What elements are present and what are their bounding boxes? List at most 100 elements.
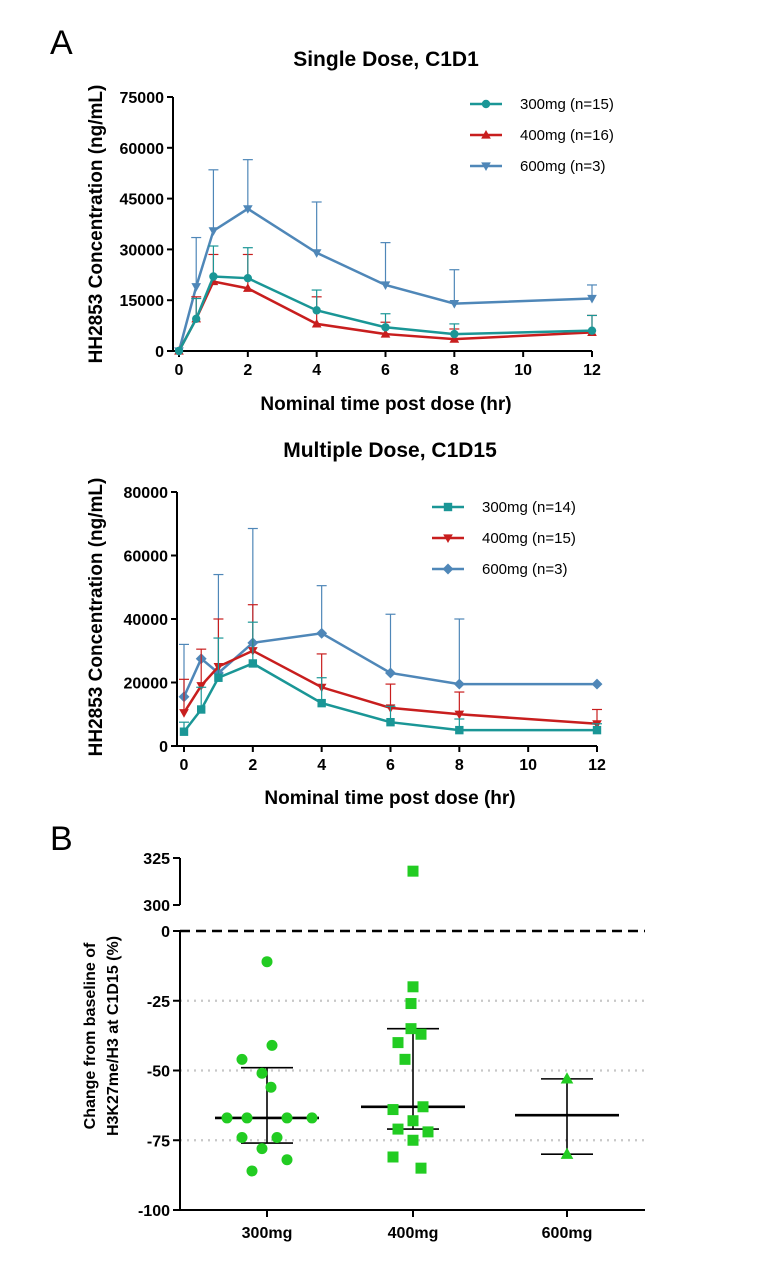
legend-marker xyxy=(442,563,454,575)
panel-label-b: B xyxy=(50,820,73,858)
data-point xyxy=(386,717,395,727)
legend-entry: 400mg (n=16) xyxy=(520,127,614,144)
data-point xyxy=(422,1126,434,1138)
data-point xyxy=(417,1101,429,1113)
category-label: 600mg xyxy=(542,1225,593,1242)
category-label: 400mg xyxy=(388,1225,439,1242)
data-point xyxy=(243,273,253,283)
group-400mg xyxy=(361,865,465,1174)
data-point xyxy=(405,1023,417,1035)
data-point xyxy=(266,1039,278,1051)
x-tick-label: 6 xyxy=(386,757,395,774)
x-tick-label: 2 xyxy=(248,757,257,774)
x-tick-label: 8 xyxy=(455,757,464,774)
data-point xyxy=(407,1115,419,1127)
chart-title: Single Dose, C1D1 xyxy=(293,48,479,71)
data-point xyxy=(380,281,391,290)
data-point xyxy=(560,1147,574,1159)
data-point xyxy=(399,1053,411,1065)
y-axis-label-line-1: Change from baseline of xyxy=(82,942,99,1129)
multiple-dose-chart: Multiple Dose, C1D15 Nominal time post d… xyxy=(86,439,606,809)
y-tick-label: 75000 xyxy=(120,90,165,107)
data-point xyxy=(208,227,219,236)
data-point xyxy=(392,1123,404,1135)
data-point xyxy=(214,673,223,682)
series xyxy=(178,527,603,703)
data-point xyxy=(243,205,253,214)
data-point xyxy=(236,1053,248,1065)
series-line xyxy=(177,207,593,352)
data-point xyxy=(381,323,390,332)
data-point xyxy=(453,678,465,690)
y-axis-label-line-2: H3K27me/H3 at C1D15 (%) xyxy=(105,936,122,1136)
x-tick-label: 0 xyxy=(180,757,189,774)
y-tick-label: 45000 xyxy=(120,192,165,209)
legend-marker xyxy=(481,129,491,139)
y-axis-label: HH2853 Concentration (ng/mL) xyxy=(86,85,107,364)
x-tick-label: 6 xyxy=(381,362,390,379)
data-point xyxy=(407,865,419,877)
data-point xyxy=(179,727,189,736)
data-point xyxy=(221,1112,233,1124)
data-point xyxy=(281,1112,293,1124)
y-tick-label: 325 xyxy=(143,851,170,868)
y-tick-label: 20000 xyxy=(124,676,169,693)
data-point xyxy=(243,283,253,292)
y-tick-label: 0 xyxy=(159,739,168,756)
data-point xyxy=(179,709,189,718)
legend-marker xyxy=(481,99,491,109)
y-tick-label: 60000 xyxy=(120,141,165,158)
series-line xyxy=(177,275,593,352)
data-point xyxy=(197,705,206,714)
single-dose-chart: Single Dose, C1D1 Nominal time post dose… xyxy=(86,48,614,415)
series-line xyxy=(183,662,597,733)
y-axis-label: HH2853 Concentration (ng/mL) xyxy=(86,478,107,757)
series xyxy=(174,245,597,356)
data-point xyxy=(449,334,460,343)
legend-entry: 300mg (n=15) xyxy=(520,96,614,113)
y-tick-label: -50 xyxy=(147,1064,170,1081)
data-point xyxy=(174,346,184,356)
data-point xyxy=(209,272,218,281)
category-label: 300mg xyxy=(242,1225,293,1242)
data-point xyxy=(271,1131,283,1143)
y-tick-label: -75 xyxy=(147,1133,170,1150)
y-tick-label: -25 xyxy=(147,994,170,1011)
data-point xyxy=(311,318,322,328)
data-point xyxy=(316,627,328,639)
data-point xyxy=(415,1028,427,1040)
x-tick-label: 0 xyxy=(175,362,184,379)
data-point xyxy=(385,667,396,679)
data-point xyxy=(311,249,322,258)
data-point xyxy=(449,300,460,309)
data-point xyxy=(587,326,597,335)
data-point xyxy=(405,998,417,1010)
data-point xyxy=(261,956,273,968)
y-tick-label: 0 xyxy=(155,344,164,361)
data-point xyxy=(587,294,597,304)
x-tick-label: 12 xyxy=(588,757,606,774)
data-point xyxy=(560,1072,574,1084)
data-point xyxy=(387,1151,399,1163)
data-point xyxy=(450,329,459,339)
y-tick-label: 40000 xyxy=(124,612,169,629)
data-point xyxy=(256,1143,268,1155)
y-tick-label: 60000 xyxy=(124,549,169,566)
x-axis-label: Nominal time post dose (hr) xyxy=(260,394,511,415)
chart-title: Multiple Dose, C1D15 xyxy=(283,439,497,462)
data-point xyxy=(246,1165,258,1177)
data-point xyxy=(241,1112,253,1124)
group-300mg xyxy=(215,956,319,1177)
y-tick-label: 0 xyxy=(161,924,170,941)
x-tick-label: 8 xyxy=(450,362,459,379)
legend-entry: 600mg (n=3) xyxy=(482,561,567,578)
data-point xyxy=(591,678,603,690)
data-point xyxy=(196,682,207,691)
y-tick-label: 15000 xyxy=(120,293,165,310)
legend-marker xyxy=(443,502,453,512)
data-point xyxy=(392,1037,404,1049)
data-point xyxy=(256,1067,268,1079)
y-tick-label: 80000 xyxy=(124,485,169,502)
data-point xyxy=(191,283,202,292)
x-tick-label: 4 xyxy=(317,757,326,774)
